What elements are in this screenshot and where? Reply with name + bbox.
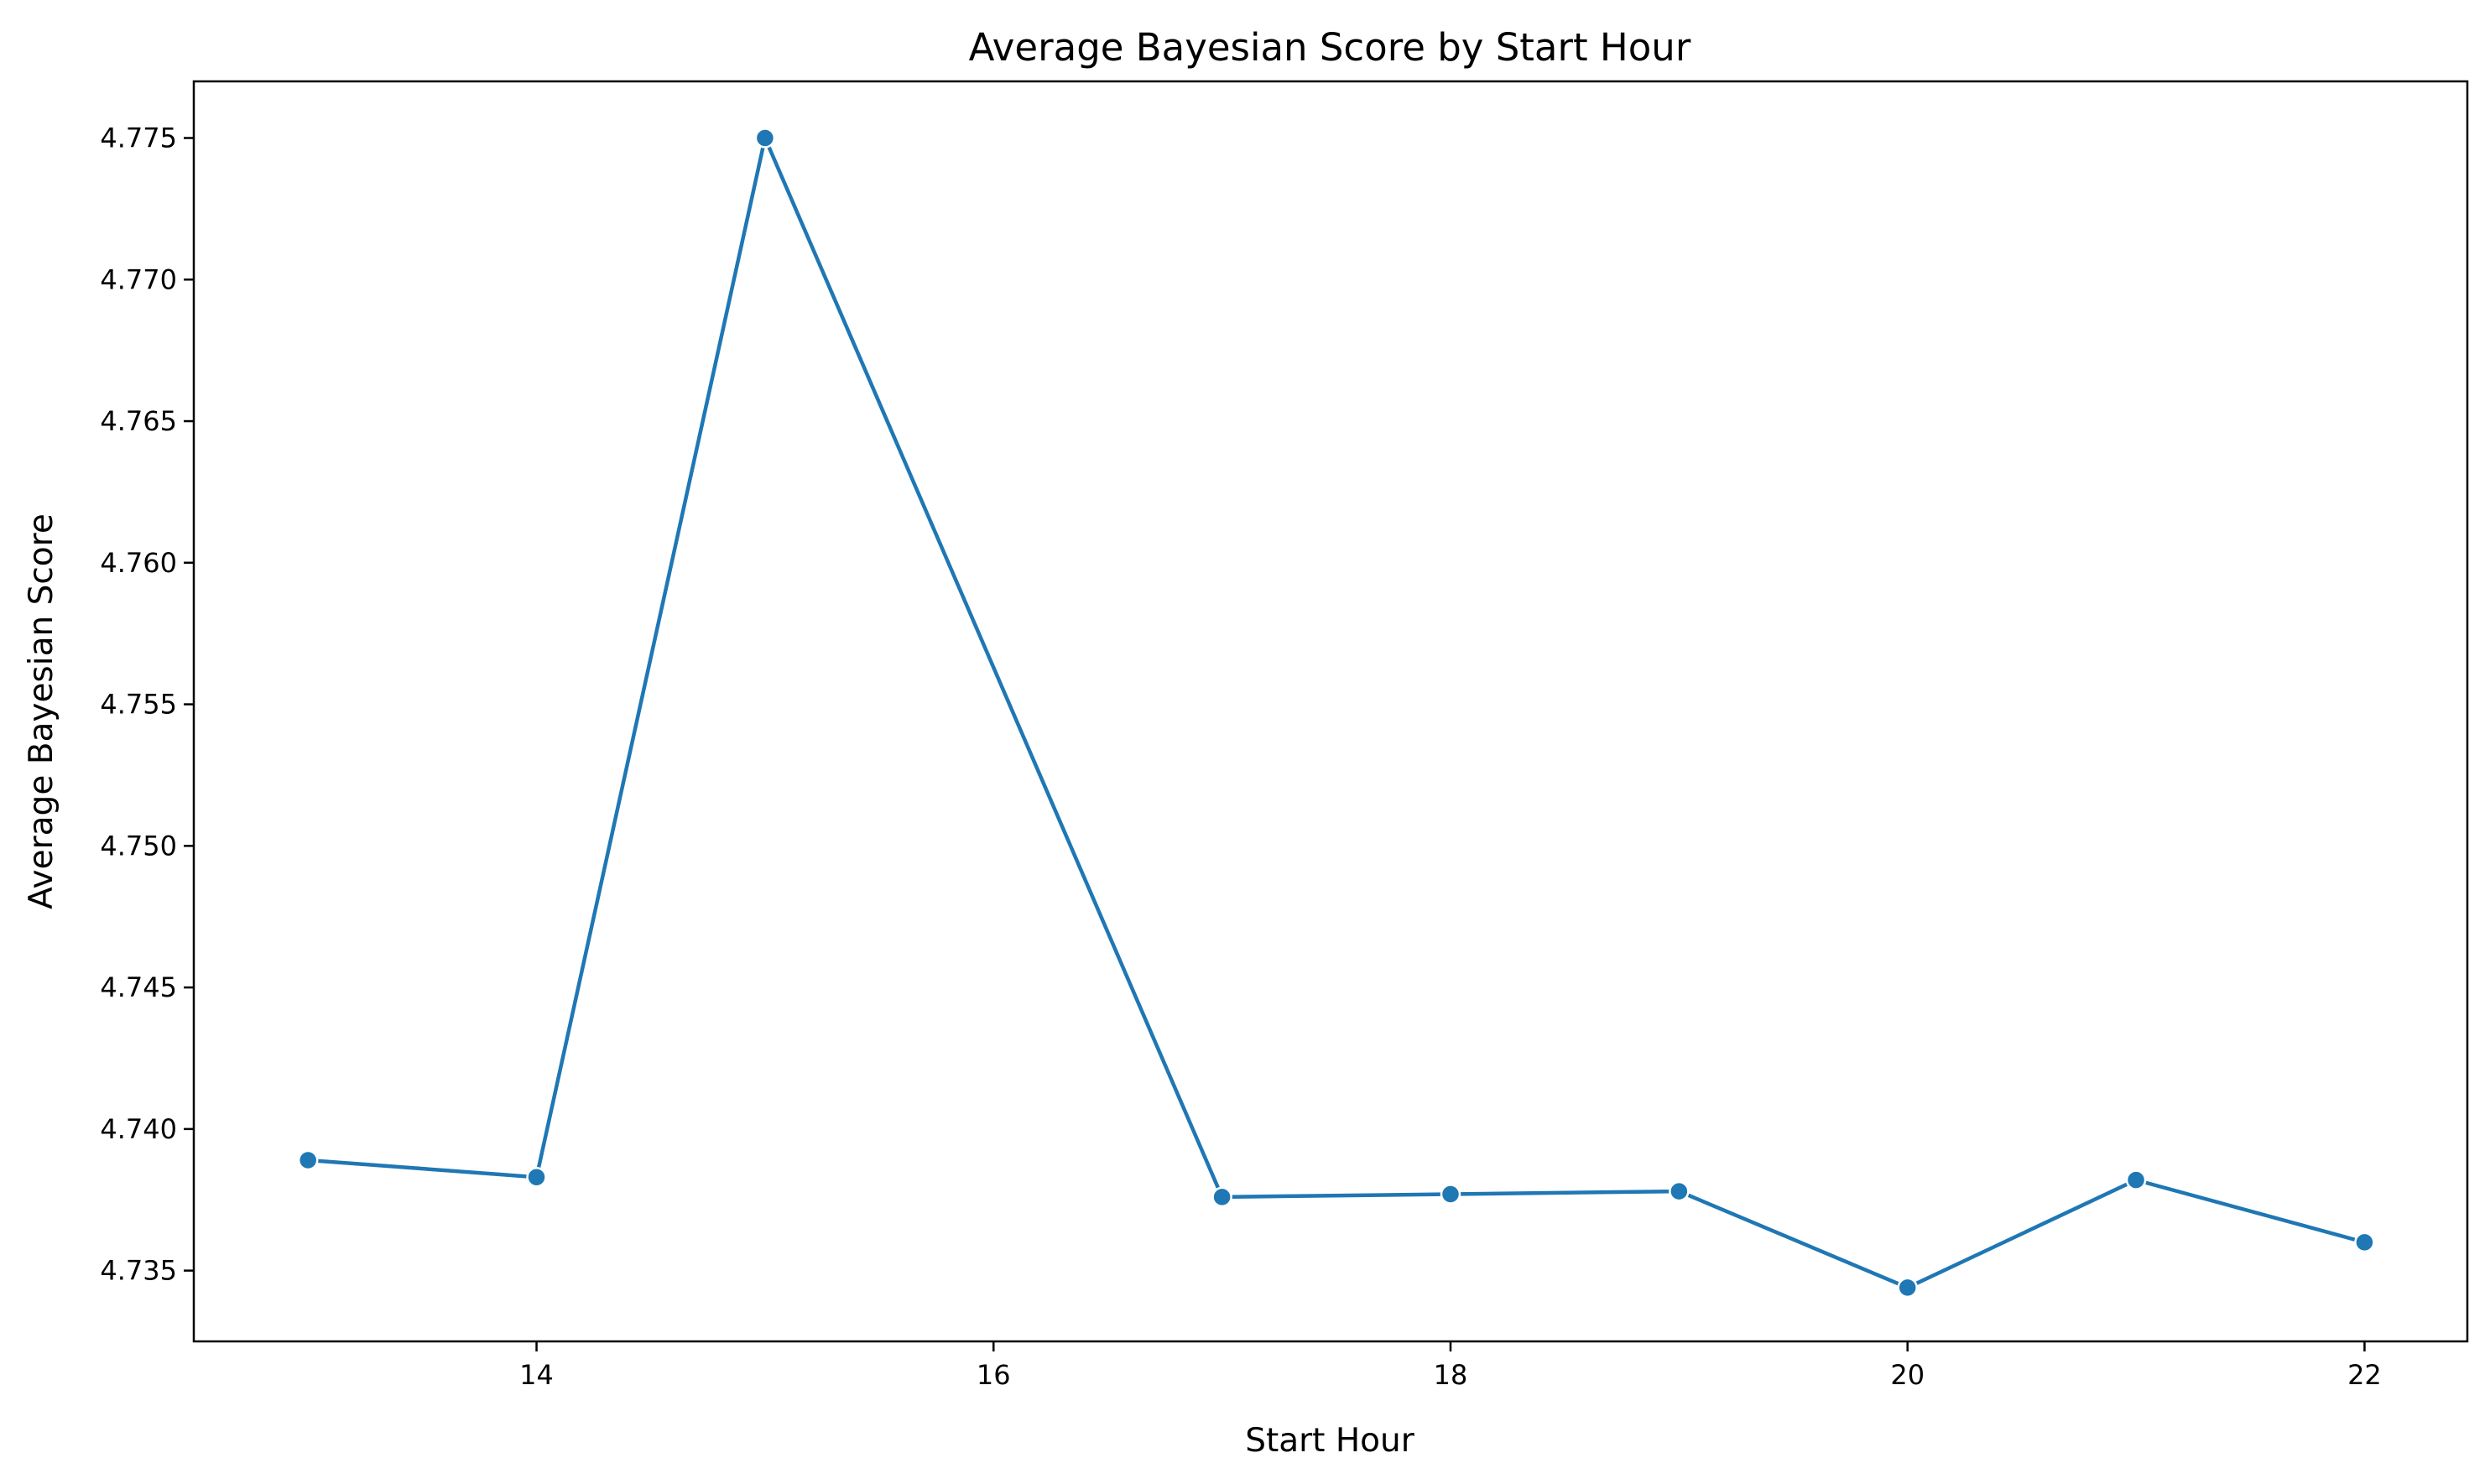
plot-frame (192, 80, 2469, 1343)
y-tick-label: 4.770 (100, 263, 177, 295)
x-tick-label: 22 (2347, 1359, 2382, 1391)
y-tick-label: 4.765 (100, 405, 177, 437)
x-tick-label: 16 (977, 1359, 1011, 1391)
y-tick-label: 4.755 (100, 689, 177, 721)
data-point (526, 1166, 547, 1188)
y-tick-label: 4.760 (100, 547, 177, 579)
y-axis-title: Average Bayesian Score (23, 513, 60, 909)
y-tick-label: 4.745 (100, 971, 177, 1003)
x-tick-label: 14 (519, 1359, 554, 1391)
x-axis: 14 16 18 20 22 (519, 1341, 2382, 1391)
data-point (2354, 1231, 2375, 1253)
y-tick-label: 4.735 (100, 1255, 177, 1287)
data-point (2125, 1169, 2147, 1190)
data-point (1440, 1184, 1461, 1205)
y-tick-label: 4.750 (100, 830, 177, 862)
x-tick-label: 18 (1434, 1359, 1468, 1391)
data-point (754, 128, 776, 148)
y-tick-label: 4.775 (100, 122, 177, 154)
data-point (1897, 1277, 1918, 1299)
y-tick-label: 4.740 (100, 1113, 177, 1145)
x-tick-label: 20 (1890, 1359, 1925, 1391)
series-layer (297, 128, 2375, 1299)
data-point (1669, 1180, 1690, 1202)
data-point (1211, 1186, 1232, 1208)
x-axis-title: Start Hour (1245, 1422, 1415, 1460)
data-point (297, 1149, 319, 1171)
chart-title: Average Bayesian Score by Start Hour (969, 25, 1691, 70)
y-axis: 4.735 4.740 4.745 4.750 4.755 4.760 4.765 4.770… (100, 122, 194, 1287)
